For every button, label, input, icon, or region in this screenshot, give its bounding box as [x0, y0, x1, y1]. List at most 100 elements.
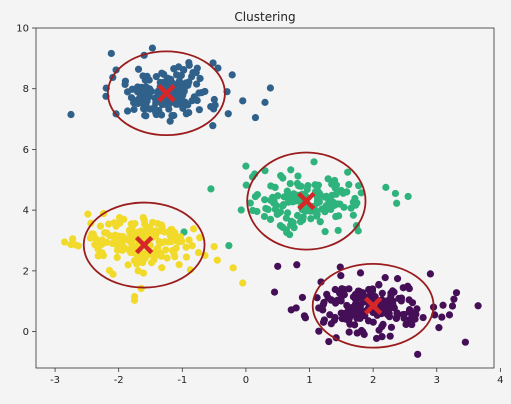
- cluster-0-point: [123, 107, 132, 115]
- cluster-1-point: [295, 197, 303, 205]
- cluster-0-point: [261, 98, 269, 106]
- cluster-0-point: [209, 122, 217, 130]
- cluster-3-point: [317, 278, 325, 286]
- cluster-0-point: [152, 73, 160, 81]
- cluster-0-point: [128, 85, 136, 93]
- cluster-1-point: [344, 168, 352, 176]
- cluster-1-point: [310, 158, 318, 166]
- cluster-3-point: [408, 299, 417, 307]
- cluster-0-point: [210, 95, 218, 104]
- cluster-2-point: [125, 246, 133, 254]
- cluster-2-point: [130, 257, 139, 265]
- cluster-3-point: [448, 302, 457, 310]
- cluster-1-point: [297, 182, 305, 190]
- cluster-3-point: [377, 301, 385, 309]
- cluster-0-point: [143, 72, 151, 80]
- cluster-0-point: [178, 94, 186, 102]
- cluster-3-point: [357, 291, 365, 299]
- y-tick-label: 10: [16, 24, 29, 35]
- cluster-2-point: [108, 239, 116, 248]
- cluster-1-point: [207, 185, 215, 193]
- cluster-1-point: [242, 162, 250, 170]
- cluster-0-point: [185, 61, 193, 69]
- cluster-2-point: [114, 240, 122, 248]
- cluster-2-point: [185, 236, 193, 244]
- cluster-0-point: [181, 100, 190, 108]
- cluster-1-point: [288, 193, 297, 201]
- cluster-3-point: [385, 313, 394, 321]
- cluster-3-point: [452, 289, 461, 297]
- cluster-1-point: [270, 199, 278, 207]
- cluster-3-point: [445, 311, 454, 319]
- cluster-3-point: [345, 328, 353, 336]
- cluster-0-point: [189, 68, 197, 77]
- cluster-2-point: [124, 261, 132, 269]
- cluster-2-point: [188, 242, 196, 250]
- cluster-0-point: [198, 88, 206, 97]
- cluster-2-point: [127, 239, 136, 247]
- cluster-0-point: [138, 83, 146, 91]
- cluster-2-point: [175, 261, 183, 269]
- cluster-1-point: [225, 241, 233, 250]
- cluster-2-point: [135, 253, 144, 261]
- cluster-2-boundary: [82, 201, 206, 289]
- cluster-3-point: [337, 272, 345, 280]
- cluster-1-point: [273, 210, 281, 218]
- cluster-0-point: [251, 113, 260, 122]
- cluster-1-point: [355, 182, 363, 190]
- y-tick-label: 4: [23, 206, 29, 217]
- cluster-0-point: [152, 99, 160, 107]
- cluster-0-point: [193, 96, 201, 105]
- cluster-0-point: [121, 77, 130, 85]
- cluster-3-point: [450, 295, 458, 303]
- cluster-1-point: [332, 212, 340, 221]
- cluster-3-point: [327, 320, 335, 328]
- cluster-3-point: [419, 313, 427, 322]
- cluster-0-point: [195, 106, 203, 114]
- cluster-2-point: [94, 245, 102, 253]
- cluster-3-point: [399, 284, 407, 292]
- cluster-0-point: [175, 85, 183, 93]
- cluster-0-point: [239, 97, 247, 105]
- cluster-3-point: [405, 284, 413, 293]
- cluster-0-point: [107, 49, 115, 58]
- cluster-2-point: [130, 293, 139, 301]
- cluster-0-point: [167, 75, 175, 83]
- cluster-3-point: [356, 269, 365, 277]
- cluster-3-point: [360, 330, 368, 339]
- cluster-2-point: [69, 235, 77, 243]
- cluster-2-point: [158, 223, 166, 231]
- cluster-1-point: [294, 172, 302, 180]
- cluster-1-point: [325, 194, 333, 203]
- cluster-0-point: [130, 105, 138, 114]
- cluster-3-point: [426, 270, 434, 278]
- cluster-1-point: [262, 204, 270, 213]
- cluster-3-point: [474, 302, 482, 310]
- cluster-1-point: [332, 181, 341, 189]
- cluster-1-point: [293, 211, 302, 220]
- cluster-2-point: [131, 220, 139, 228]
- cluster-2-point: [168, 225, 176, 234]
- x-tick-label: 3: [434, 375, 440, 386]
- cluster-0-point: [139, 105, 148, 113]
- cluster-2-point: [229, 264, 237, 272]
- cluster-0-point: [142, 112, 150, 120]
- cluster-0-point: [177, 71, 185, 80]
- cluster-1-point: [282, 214, 290, 222]
- cluster-3-point: [331, 313, 339, 322]
- cluster-3-point: [313, 294, 321, 302]
- cluster-1-point: [242, 181, 250, 189]
- cluster-3-boundary: [311, 262, 435, 349]
- cluster-3-point: [435, 324, 443, 332]
- cluster-3-point: [315, 327, 323, 335]
- cluster-3-point: [413, 305, 421, 313]
- cluster-3-point: [345, 314, 353, 322]
- cluster-1-point: [274, 192, 282, 200]
- cluster-0-point: [168, 112, 176, 120]
- cluster-3-point: [378, 289, 386, 297]
- cluster-2-point: [109, 270, 117, 278]
- cluster-2-point: [213, 256, 221, 264]
- cluster-1-point: [404, 192, 412, 201]
- cluster-1-point: [304, 182, 312, 190]
- cluster-3-point: [337, 297, 345, 305]
